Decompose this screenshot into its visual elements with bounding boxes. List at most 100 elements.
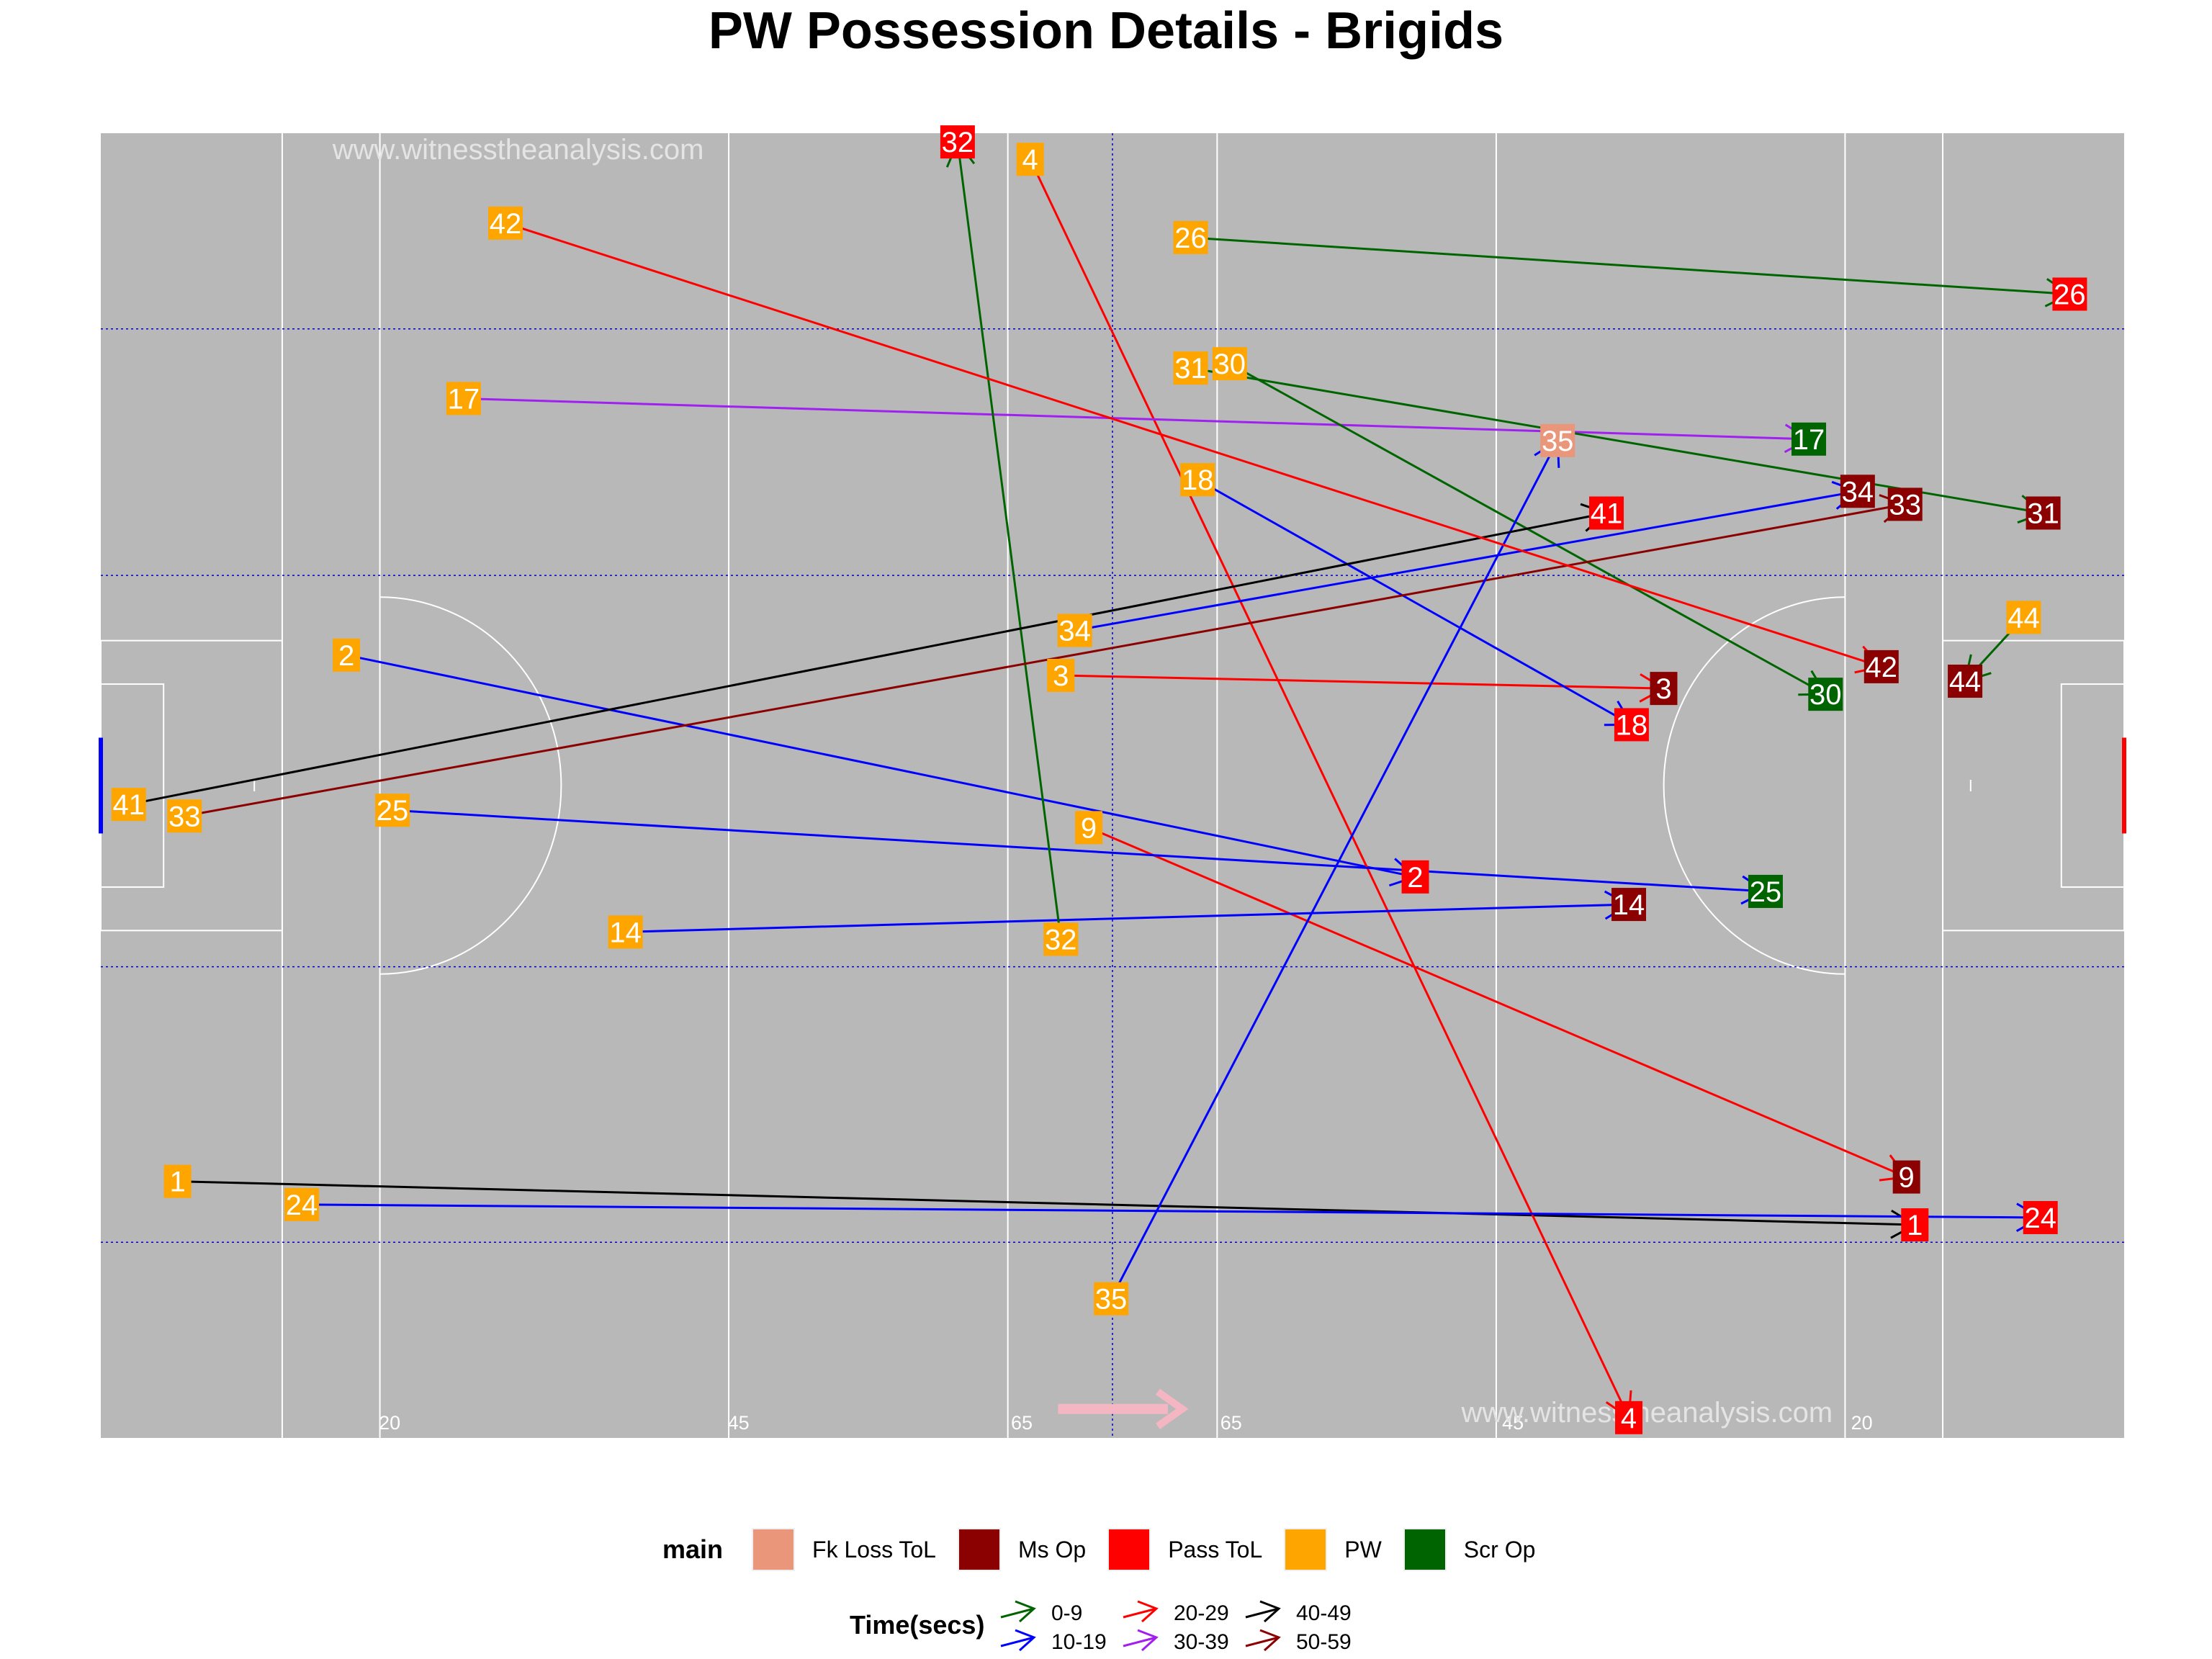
end-label-18: 18	[1616, 709, 1648, 741]
possession-arrow-4	[1029, 158, 1630, 1419]
start-label-24-box	[284, 1187, 320, 1221]
possession-arrow-25	[392, 809, 1766, 893]
start-label-30-box	[1212, 347, 1247, 381]
legend-main-label: Pass ToL	[1168, 1536, 1263, 1563]
start-label-26-box	[1173, 220, 1208, 254]
end-label-41: 41	[1591, 498, 1623, 529]
watermark-bottom: www.witnesstheanalysis.com	[1460, 1397, 1833, 1429]
end-label-31: 31	[2027, 498, 2059, 529]
distance-label: 20	[379, 1412, 400, 1434]
start-label-35-box	[1094, 1282, 1129, 1316]
end-label-33-box	[1887, 487, 1923, 521]
legend-time-key	[1000, 1636, 1035, 1647]
possession-arrow-32	[956, 141, 1062, 940]
start-label-32-box	[1043, 922, 1079, 956]
legend-time-key-head	[1137, 1600, 1159, 1623]
legend-time-key-head	[1259, 1600, 1281, 1623]
legend-time-label: 10-19	[1051, 1630, 1107, 1654]
end-label-14: 14	[1613, 889, 1645, 921]
legend-time-key	[1000, 1607, 1035, 1619]
possession-arrow-14	[625, 903, 1629, 933]
distance-label: 65	[1011, 1412, 1033, 1434]
end-label-2: 2	[1407, 862, 1423, 894]
possession-arrow-18	[1197, 478, 1632, 726]
legend-time-item: 40-49	[1245, 1600, 1352, 1625]
start-label-34: 34	[1058, 616, 1091, 647]
start-label-44: 44	[2008, 602, 2040, 634]
end-label-4-box	[1615, 1401, 1643, 1434]
start-label-17-box	[446, 382, 481, 415]
end-label-42-box	[1863, 649, 1899, 683]
legend-main-label: PW	[1344, 1536, 1382, 1563]
start-label-32: 32	[1045, 924, 1077, 956]
legend-time-label: 0-9	[1051, 1601, 1082, 1625]
start-label-3-box	[1047, 658, 1075, 692]
legend-main-label: Fk Loss ToL	[812, 1536, 936, 1563]
start-label-2: 2	[338, 640, 354, 672]
legend-time-keys: 0-9 10-19 20-29 30-39 40-49 50-59	[1000, 1600, 1352, 1654]
left-arc	[379, 596, 562, 975]
end-label-42: 42	[1866, 652, 1898, 683]
start-label-31: 31	[1174, 353, 1207, 385]
start-label-42: 42	[490, 208, 522, 240]
possession-arrow-9	[1088, 827, 1907, 1178]
start-label-14-box	[608, 915, 643, 949]
possession-arrow-17	[463, 397, 1809, 441]
start-label-18-box	[1180, 463, 1215, 497]
distance-label: 20	[1851, 1412, 1873, 1434]
legend-swatch	[752, 1528, 796, 1571]
start-label-4-box	[1016, 143, 1044, 176]
chart-title: PW Possession Details - Brigids	[708, 2, 1504, 60]
possession-arrow-2	[346, 654, 1416, 878]
end-label-3: 3	[1655, 673, 1671, 705]
possession-arrow-24	[302, 1203, 2041, 1219]
start-label-25: 25	[377, 795, 409, 827]
legend-time-title: Time(secs)	[850, 1610, 985, 1640]
start-label-44-box	[2006, 601, 2041, 634]
end-label-31-box	[2026, 496, 2061, 530]
start-label-24: 24	[286, 1190, 318, 1221]
legend-time-item: 30-39	[1123, 1629, 1229, 1654]
distance-label: 45	[1502, 1412, 1524, 1434]
start-label-9-box	[1075, 811, 1103, 845]
end-label-35-box	[1540, 423, 1575, 457]
end-label-26-box	[2052, 277, 2087, 311]
watermark-top: www.witnesstheanalysis.com	[332, 134, 704, 166]
end-label-9: 9	[1899, 1162, 1915, 1194]
end-label-34-box	[1840, 475, 1875, 508]
distance-label: 45	[728, 1412, 750, 1434]
end-label-17: 17	[1793, 424, 1825, 456]
legend-swatch	[1107, 1528, 1151, 1571]
start-label-33-box	[167, 799, 202, 833]
start-label-25-box	[375, 793, 410, 827]
end-label-30-box	[1808, 678, 1843, 711]
start-label-14: 14	[609, 917, 642, 948]
end-label-44: 44	[1949, 666, 1982, 698]
direction-arrow-head	[1156, 1388, 1189, 1429]
legend-time-key-head	[1015, 1600, 1036, 1623]
legend-time-key-head	[1015, 1629, 1036, 1652]
possession-arrow-34	[1074, 490, 1858, 632]
legend-time-key	[1123, 1607, 1157, 1619]
start-label-34-box	[1057, 613, 1092, 647]
legend-time-key	[1245, 1636, 1280, 1647]
legend-time-item: 20-29	[1123, 1600, 1229, 1625]
legend-time-key	[1245, 1607, 1280, 1619]
legend-time-label: 40-49	[1296, 1601, 1352, 1625]
end-label-26: 26	[2054, 279, 2086, 310]
start-label-4: 4	[1022, 144, 1038, 176]
start-label-35: 35	[1095, 1284, 1128, 1316]
possession-arrow-33	[184, 503, 1906, 817]
legend-main-item: Pass ToL	[1107, 1528, 1262, 1571]
legend-time-key	[1123, 1636, 1157, 1647]
legend-time-label: 30-39	[1174, 1630, 1229, 1654]
legend-main-item: Fk Loss ToL	[752, 1528, 936, 1571]
start-label-26: 26	[1174, 222, 1207, 254]
end-label-2-box	[1401, 860, 1429, 894]
legend-main-label: Scr Op	[1463, 1536, 1536, 1563]
end-label-33: 33	[1889, 489, 1921, 521]
end-label-9-box	[1892, 1160, 1920, 1194]
end-label-25: 25	[1750, 876, 1782, 908]
legend-time-label: 50-59	[1296, 1630, 1352, 1654]
end-label-24-box	[2023, 1200, 2058, 1234]
